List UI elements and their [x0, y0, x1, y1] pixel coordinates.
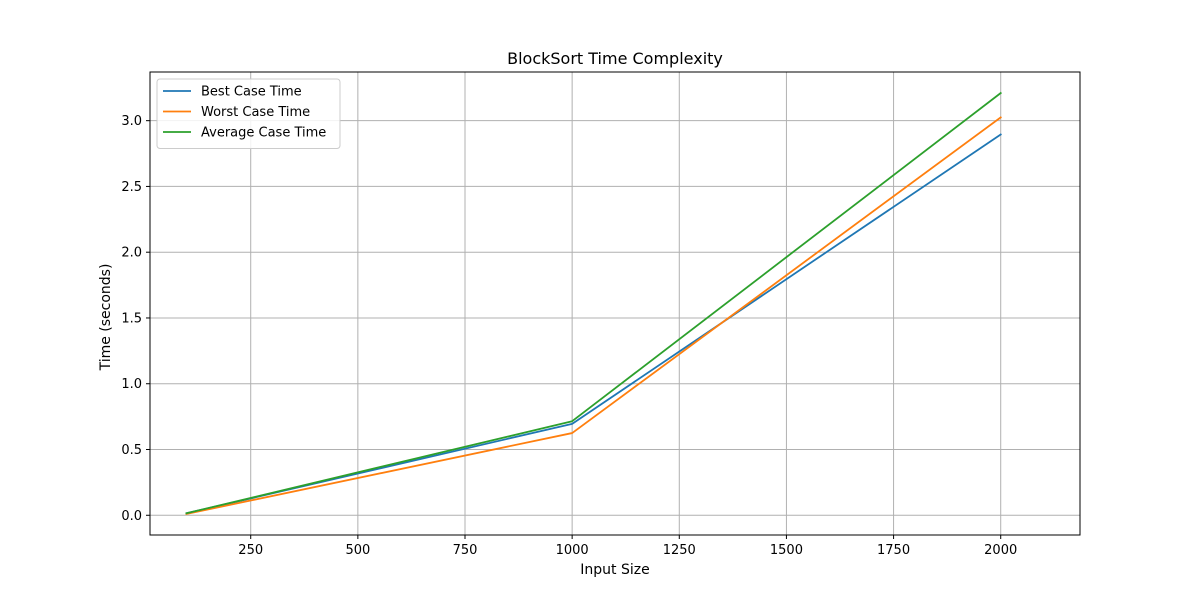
x-tick-label: 1000: [556, 543, 589, 558]
legend-entry: Worst Case Time: [201, 105, 310, 120]
chart-title: BlockSort Time Complexity: [507, 49, 723, 68]
x-axis-label: Input Size: [580, 562, 649, 578]
legend-box: [156, 78, 341, 149]
x-tick-label: 2000: [984, 543, 1017, 558]
x-tick-label: 250: [238, 543, 263, 558]
y-tick-label: 1.0: [121, 377, 142, 392]
x-tick-label: 1250: [663, 543, 696, 558]
x-tick-label: 1500: [770, 543, 803, 558]
x-tick-label: 1750: [877, 543, 910, 558]
x-tick-label: 750: [453, 543, 478, 558]
y-tick-label: 2.5: [121, 180, 142, 195]
series-line-3: [185, 91, 1002, 515]
y-tick-label: 0.5: [121, 443, 142, 458]
series-line-2: [185, 116, 1002, 516]
legend-entry: Average Case Time: [201, 126, 326, 141]
series-lines: [185, 91, 1002, 516]
plot-frame: [149, 71, 1081, 536]
ticks: 250 500 750 1000 1250 1500 1750 2000 0.0 0.5 1.0 1.…: [121, 114, 1017, 558]
legend: Best Case Time Worst Case Time Average Cas…: [156, 78, 341, 149]
y-tick-label: 0.0: [121, 509, 142, 524]
legend-entry: Best Case Time: [201, 85, 302, 100]
y-tick-label: 1.5: [121, 311, 142, 326]
series-line-1: [185, 133, 1002, 515]
y-axis-label: Time (seconds): [98, 264, 114, 372]
x-tick-label: 500: [345, 543, 370, 558]
y-tick-label: 2.0: [121, 246, 142, 261]
y-tick-label: 3.0: [121, 114, 142, 129]
